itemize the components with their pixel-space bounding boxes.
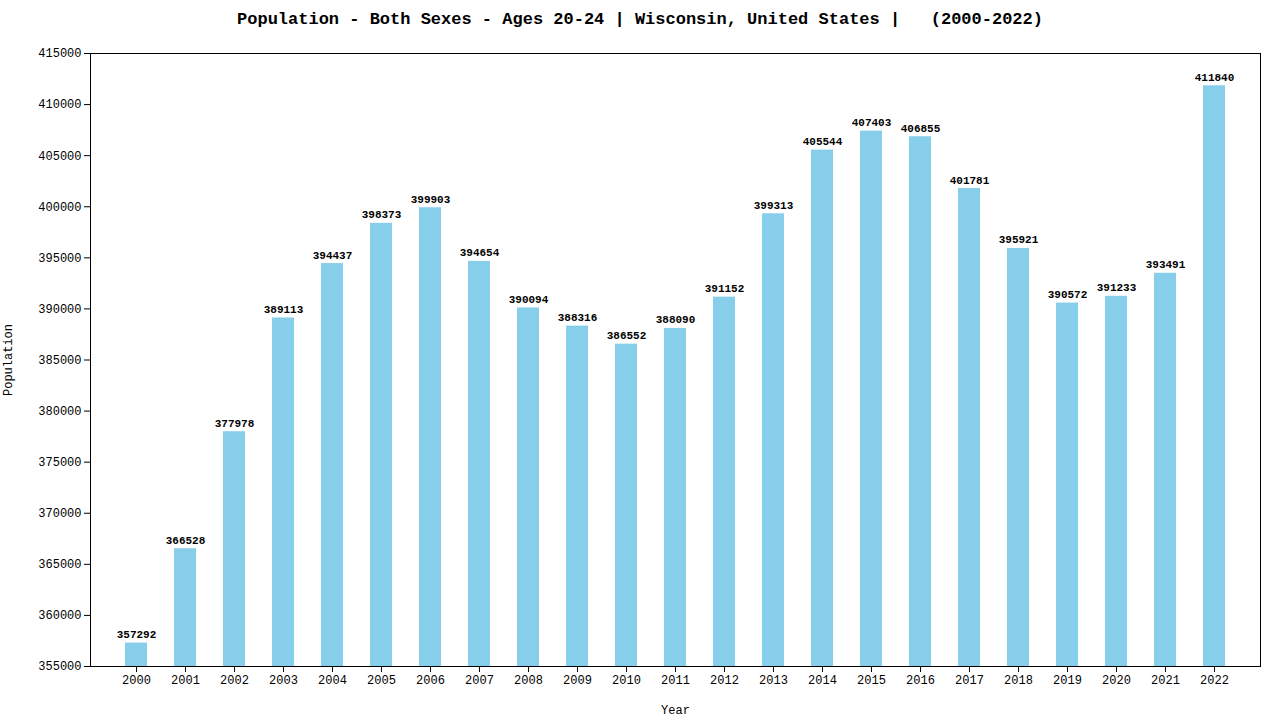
- svg-text:370000: 370000: [38, 507, 81, 521]
- svg-text:2001: 2001: [171, 674, 200, 688]
- svg-text:390000: 390000: [38, 303, 81, 317]
- svg-text:2005: 2005: [367, 674, 396, 688]
- svg-text:399903: 399903: [411, 194, 451, 206]
- svg-text:407403: 407403: [852, 117, 892, 129]
- svg-text:2002: 2002: [220, 674, 249, 688]
- svg-text:415000: 415000: [38, 47, 81, 61]
- svg-text:391152: 391152: [705, 283, 745, 295]
- svg-text:Year: Year: [661, 704, 690, 717]
- svg-text:2017: 2017: [955, 674, 984, 688]
- svg-text:401781: 401781: [950, 175, 990, 187]
- svg-text:405544: 405544: [803, 136, 843, 148]
- svg-text:406855: 406855: [901, 123, 941, 135]
- svg-text:377978: 377978: [215, 418, 255, 430]
- svg-text:380000: 380000: [38, 405, 81, 419]
- svg-text:393491: 393491: [1146, 259, 1186, 271]
- svg-text:2018: 2018: [1004, 674, 1033, 688]
- svg-text:2022: 2022: [1200, 674, 1229, 688]
- svg-text:2000: 2000: [122, 674, 151, 688]
- svg-text:389113: 389113: [264, 304, 304, 316]
- svg-text:2003: 2003: [269, 674, 298, 688]
- svg-text:386552: 386552: [607, 330, 647, 342]
- svg-text:405000: 405000: [38, 150, 81, 164]
- svg-text:399313: 399313: [754, 200, 794, 212]
- svg-text:2014: 2014: [808, 674, 837, 688]
- svg-text:Population: Population: [2, 324, 16, 396]
- svg-text:390572: 390572: [1048, 289, 1088, 301]
- svg-text:365000: 365000: [38, 558, 81, 572]
- svg-text:2020: 2020: [1102, 674, 1131, 688]
- svg-text:2006: 2006: [416, 674, 445, 688]
- svg-text:385000: 385000: [38, 354, 81, 368]
- svg-text:398373: 398373: [362, 209, 402, 221]
- svg-text:395000: 395000: [38, 252, 81, 266]
- svg-text:2009: 2009: [563, 674, 592, 688]
- svg-text:366528: 366528: [166, 535, 206, 547]
- svg-text:2019: 2019: [1053, 674, 1082, 688]
- svg-text:2012: 2012: [710, 674, 739, 688]
- svg-text:2007: 2007: [465, 674, 494, 688]
- svg-text:394437: 394437: [313, 250, 353, 262]
- svg-text:410000: 410000: [38, 98, 81, 112]
- svg-text:2010: 2010: [612, 674, 641, 688]
- svg-text:2016: 2016: [906, 674, 935, 688]
- svg-text:394654: 394654: [460, 247, 500, 259]
- svg-text:411840: 411840: [1195, 72, 1235, 84]
- svg-text:375000: 375000: [38, 456, 81, 470]
- svg-text:2021: 2021: [1151, 674, 1180, 688]
- svg-text:355000: 355000: [38, 660, 81, 674]
- svg-text:2013: 2013: [759, 674, 788, 688]
- svg-text:395921: 395921: [999, 234, 1039, 246]
- svg-text:388316: 388316: [558, 312, 598, 324]
- svg-text:2004: 2004: [318, 674, 347, 688]
- svg-text:2015: 2015: [857, 674, 886, 688]
- svg-text:390094: 390094: [509, 294, 549, 306]
- svg-text:2008: 2008: [514, 674, 543, 688]
- svg-text:2011: 2011: [661, 674, 690, 688]
- svg-text:388090: 388090: [656, 314, 696, 326]
- svg-text:357292: 357292: [117, 629, 157, 641]
- svg-text:400000: 400000: [38, 201, 81, 215]
- svg-text:391233: 391233: [1097, 282, 1137, 294]
- svg-text:360000: 360000: [38, 609, 81, 623]
- html-text:Population - Both Sexes - Ages: Population - Both Sexes - Ages 20-24 | W…: [237, 10, 1043, 29]
